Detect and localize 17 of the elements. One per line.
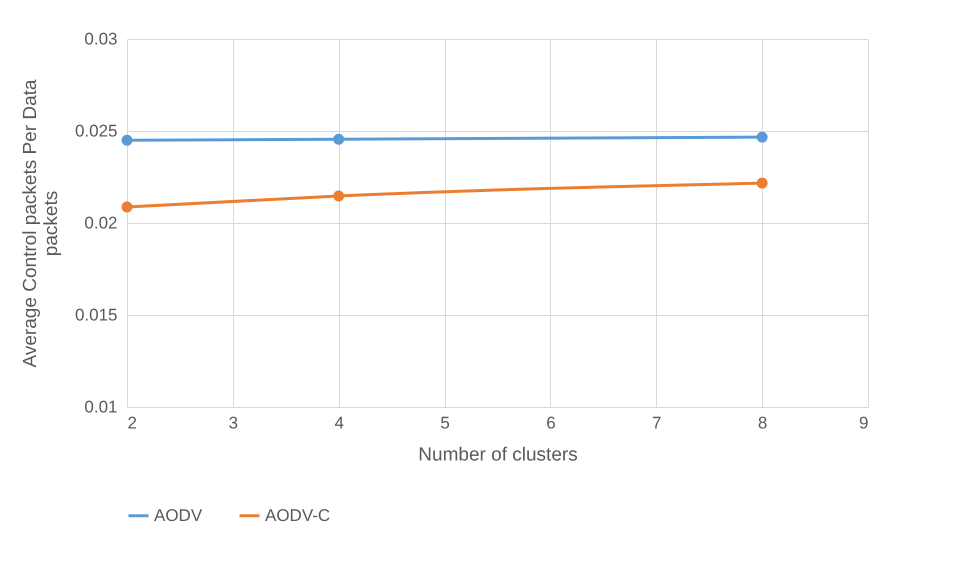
y-tick-label: 0.03 [84, 30, 118, 48]
x-tick-label: 9 [859, 414, 868, 432]
legend-label: AODV-C [265, 506, 330, 525]
x-tick-label: 4 [334, 414, 344, 432]
x-tick-label: 8 [758, 414, 768, 432]
x-tick-label: 6 [546, 414, 556, 432]
x-axis-title: Number of clusters [418, 444, 578, 466]
x-tick-label: 2 [128, 414, 137, 432]
x-tick-label: 7 [652, 414, 662, 432]
y-tick-label: 0.02 [84, 214, 118, 232]
legend-label: AODV [154, 506, 203, 525]
x-tick-label: 5 [440, 414, 450, 432]
y-axis-title: Average Control packets Per Data packets [20, 79, 62, 368]
y-tick-label: 0.025 [74, 122, 118, 140]
x-tick-label: 3 [228, 414, 238, 432]
y-tick-label: 0.015 [74, 306, 118, 324]
y-tick-label: 0.01 [84, 398, 118, 416]
